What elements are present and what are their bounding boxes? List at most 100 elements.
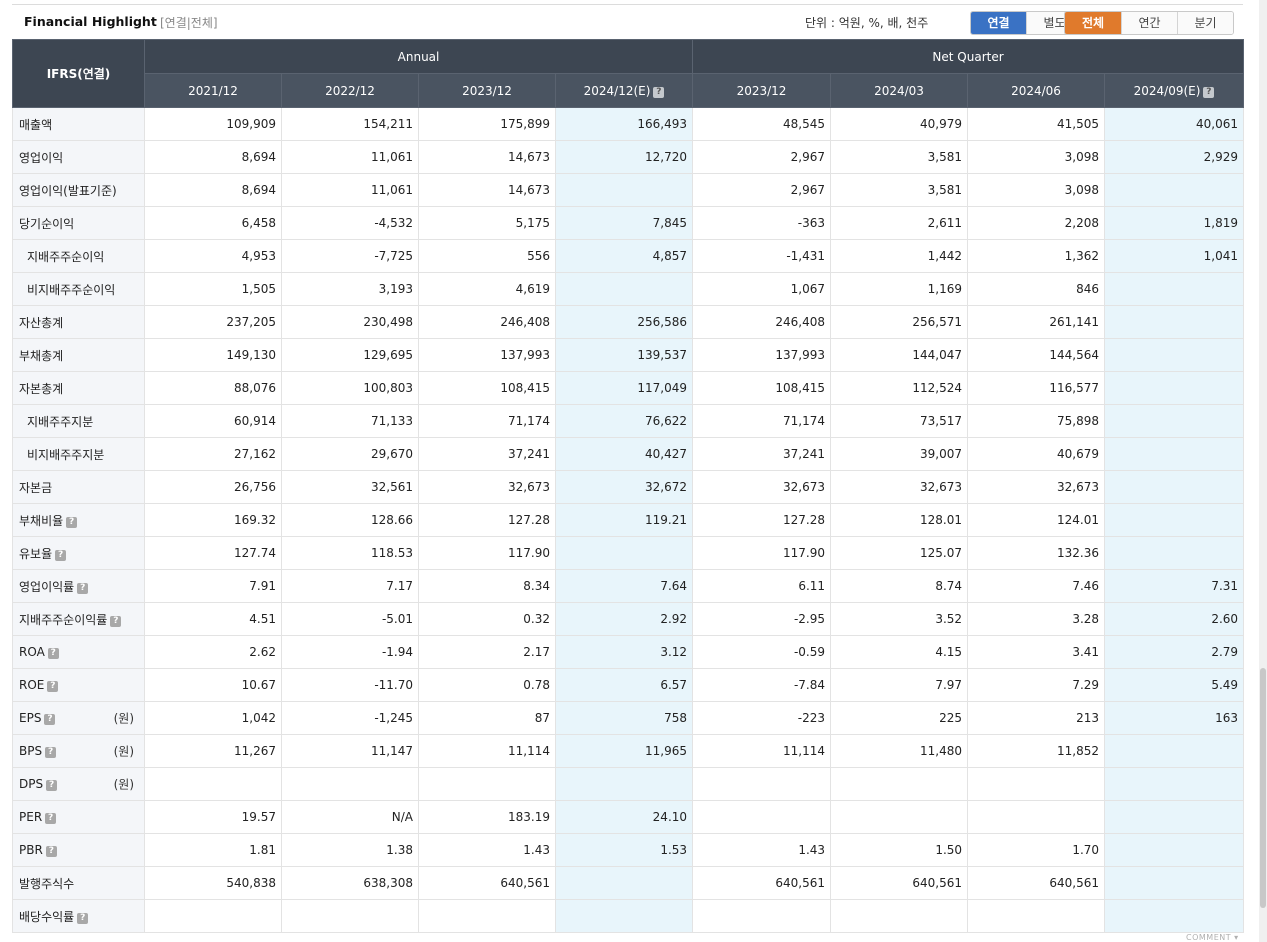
row-label-cell: 비지배주주순이익 xyxy=(12,272,145,306)
help-icon[interactable]: ? xyxy=(1203,86,1215,98)
row-unit: (원) xyxy=(113,711,134,726)
row-label-cell: 당기순이익 xyxy=(12,206,145,240)
table-row: 부채비율? 169.32 128.66 127.28 119.21 127.28 128.0… xyxy=(12,503,1245,537)
value-cell: 1,041 xyxy=(1104,239,1245,273)
help-icon[interactable]: ? xyxy=(110,615,122,627)
table-row: 부채총계 149,130 129,695 137,993 139,537 137,993 1… xyxy=(12,338,1245,372)
row-label-cell: 배당수익률? xyxy=(12,899,145,933)
row-label: 유보율 xyxy=(19,546,53,561)
comment-toggle[interactable]: COMMENT ▾ xyxy=(1186,933,1239,942)
help-icon[interactable]: ? xyxy=(45,813,57,824)
column-header-5: 2024/03 xyxy=(830,73,969,108)
value-cell: 12,720 xyxy=(554,140,694,174)
value-cell: -1,431 xyxy=(692,239,832,273)
value-cell: 149,130 xyxy=(144,338,282,372)
value-cell: -5.01 xyxy=(281,602,419,636)
value-cell: 1.50 xyxy=(830,833,969,867)
value-cell: N/A xyxy=(281,800,419,834)
value-cell: 71,174 xyxy=(418,404,556,438)
value-cell: 88,076 xyxy=(144,371,282,405)
value-cell: 2,967 xyxy=(692,140,832,174)
row-label: 당기순이익 xyxy=(19,216,75,231)
value-cell: 8.34 xyxy=(418,569,556,603)
value-cell xyxy=(144,899,282,933)
value-cell: 32,673 xyxy=(692,470,832,504)
value-cell: 2.92 xyxy=(554,602,694,636)
unit-label: 단위 : 억원, %, 배, 천주 xyxy=(805,16,929,30)
value-cell: 29,670 xyxy=(281,437,419,471)
value-cell: 40,979 xyxy=(830,107,969,141)
value-cell: 640,561 xyxy=(418,866,556,900)
value-cell: 124.01 xyxy=(967,503,1106,537)
table-row: 지배주주지분 60,914 71,133 71,174 76,622 71,174 73,5… xyxy=(12,404,1245,438)
value-cell: -7.84 xyxy=(692,668,832,702)
row-label: DPS xyxy=(19,777,44,791)
value-cell: 87 xyxy=(418,701,556,735)
value-cell: 3,581 xyxy=(830,173,969,207)
value-cell: 11,061 xyxy=(281,173,419,207)
value-cell: 230,498 xyxy=(281,305,419,339)
value-cell: 1.43 xyxy=(692,833,832,867)
row-label: 자본총계 xyxy=(19,381,64,396)
scrollbar-thumb[interactable] xyxy=(1260,668,1266,908)
period-quarter-button[interactable]: 분기 xyxy=(1177,12,1233,34)
value-cell: 118.53 xyxy=(281,536,419,570)
help-icon[interactable]: ? xyxy=(55,549,67,561)
top-divider xyxy=(12,4,1243,5)
value-cell: 108,415 xyxy=(692,371,832,405)
value-cell xyxy=(1104,371,1245,405)
help-icon[interactable]: ? xyxy=(66,516,78,528)
help-icon[interactable]: ? xyxy=(77,912,89,924)
value-cell: 7.29 xyxy=(967,668,1106,702)
scope-consolidated-button[interactable]: 연결 xyxy=(971,12,1026,34)
value-cell: 132.36 xyxy=(967,536,1106,570)
value-cell: 3,098 xyxy=(967,173,1106,207)
table-row: ROE? 10.67 -11.70 0.78 6.57 -7.84 7.97 7.29 5.49 xyxy=(12,668,1245,702)
table-row: 영업이익 8,694 11,061 14,673 12,720 2,967 3,581 3,0… xyxy=(12,140,1245,174)
value-cell: 1.70 xyxy=(967,833,1106,867)
value-cell: 40,427 xyxy=(554,437,694,471)
value-cell: 137,993 xyxy=(418,338,556,372)
value-cell: 11,147 xyxy=(281,734,419,768)
row-label-cell: 자산총계 xyxy=(12,305,145,339)
period-all-button[interactable]: 전체 xyxy=(1065,12,1121,34)
value-cell xyxy=(554,173,694,207)
value-cell: 139,537 xyxy=(554,338,694,372)
value-cell: 26,756 xyxy=(144,470,282,504)
value-cell: 237,205 xyxy=(144,305,282,339)
value-cell xyxy=(1104,305,1245,339)
value-cell: 1.81 xyxy=(144,833,282,867)
value-cell: -1,245 xyxy=(281,701,419,735)
value-cell: 100,803 xyxy=(281,371,419,405)
help-icon[interactable]: ? xyxy=(47,681,59,692)
row-label: 부채비율 xyxy=(19,513,64,528)
help-icon[interactable]: ? xyxy=(653,86,665,98)
value-cell xyxy=(554,866,694,900)
period-annual-button[interactable]: 연간 xyxy=(1121,12,1177,34)
row-label-cell: 자본총계 xyxy=(12,371,145,405)
row-label: PER xyxy=(19,810,43,824)
value-cell xyxy=(1104,536,1245,570)
row-label: 지배주주순이익 xyxy=(27,249,105,264)
value-cell: 540,838 xyxy=(144,866,282,900)
help-icon[interactable]: ? xyxy=(45,846,57,857)
value-cell xyxy=(554,899,694,933)
value-cell xyxy=(967,899,1106,933)
value-cell: 14,673 xyxy=(418,140,556,174)
row-label: ROE xyxy=(19,678,45,692)
quarter-group-header: Net Quarter xyxy=(692,39,1245,74)
help-icon[interactable]: ? xyxy=(44,714,56,725)
help-icon[interactable]: ? xyxy=(77,582,89,594)
value-cell: 71,174 xyxy=(692,404,832,438)
value-cell: 1,442 xyxy=(830,239,969,273)
table-row: 지배주주순이익 4,953 -7,725 556 4,857 -1,431 1,442 1,3… xyxy=(12,239,1245,273)
value-cell: 640,561 xyxy=(830,866,969,900)
column-header-4: 2023/12 xyxy=(692,73,832,108)
help-icon[interactable]: ? xyxy=(45,747,57,758)
help-icon[interactable]: ? xyxy=(47,648,59,659)
value-cell: 11,965 xyxy=(554,734,694,768)
help-icon[interactable]: ? xyxy=(46,780,58,791)
value-cell: 11,267 xyxy=(144,734,282,768)
page-scrollbar[interactable] xyxy=(1259,0,1267,942)
section-header: Financial Highlight [연결|전체] 단위 : 억원, %, … xyxy=(12,5,1243,39)
